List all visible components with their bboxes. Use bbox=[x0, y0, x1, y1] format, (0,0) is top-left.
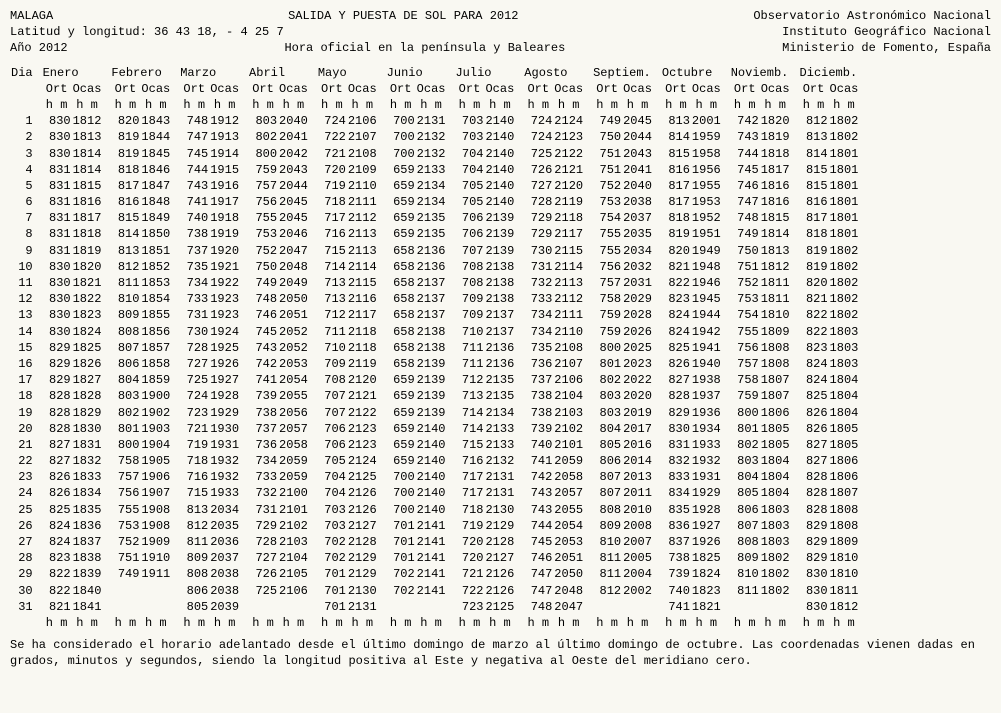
table-row: 1782918278041859725192774120547082120659… bbox=[10, 372, 859, 388]
table-row: 2382618337571906716193273320597042125700… bbox=[10, 469, 859, 485]
table-row: 1483018248081856730192474520527112118658… bbox=[10, 324, 859, 340]
table-row: 9831181981318517371920752204771521136582… bbox=[10, 243, 859, 259]
table-row: 7831181781518497401918755204571721126592… bbox=[10, 210, 859, 226]
org-line-1: Observatorio Astronómico Nacional bbox=[753, 8, 991, 24]
month-header: Mayo bbox=[317, 65, 378, 81]
footer-note: Se ha considerado el horario adelantado … bbox=[10, 637, 990, 669]
table-row: 2982218397491911808203872621057012129702… bbox=[10, 566, 859, 582]
table-row: 5831181581718477431916757204471921106592… bbox=[10, 178, 859, 194]
table-row: 2282718327581905718193273420597052124659… bbox=[10, 453, 859, 469]
city-name: MALAGA bbox=[10, 8, 53, 24]
table-row: 1183018218111853734192274920497132115658… bbox=[10, 275, 859, 291]
table-row: 2082818308011903721193073720577062123659… bbox=[10, 421, 859, 437]
month-header: Marzo bbox=[179, 65, 240, 81]
table-row: 2782418377521909811203672821037022128701… bbox=[10, 534, 859, 550]
table-row: 8831181881418507381919753204671621136592… bbox=[10, 226, 859, 242]
month-header: Agosto bbox=[523, 65, 584, 81]
table-row: 1682918268061858727192674220537092119658… bbox=[10, 356, 859, 372]
table-row: 2582518357551908813203473121017032126700… bbox=[10, 502, 859, 518]
month-header: Julio bbox=[454, 65, 515, 81]
latlon: Latitud y longitud: 36 43 18, - 4 25 7 bbox=[10, 24, 284, 40]
page-title: SALIDA Y PUESTA DE SOL PARA 2012 bbox=[53, 8, 753, 24]
table-row: 3082218408062038725210670121307022141722… bbox=[10, 583, 859, 599]
org-line-3: Ministerio de Fomento, España bbox=[782, 40, 991, 56]
header-row-1: MALAGA SALIDA Y PUESTA DE SOL PARA 2012 … bbox=[10, 8, 991, 24]
table-row: 6831181681618487411917756204571821116592… bbox=[10, 194, 859, 210]
tz-label: Hora oficial en la península y Baleares bbox=[68, 40, 783, 56]
table-row: 1882818288031900724192873920557072121659… bbox=[10, 388, 859, 404]
month-header: Octubre bbox=[661, 65, 722, 81]
header-row-2: Latitud y longitud: 36 43 18, - 4 25 7 I… bbox=[10, 24, 991, 40]
table-row: 3182118418052039701213172321257482047741… bbox=[10, 599, 859, 615]
table-row: 1830181282018437481912803204072421067002… bbox=[10, 113, 859, 129]
org-line-2: Instituto Geográfico Nacional bbox=[782, 24, 991, 40]
table-row: 2182718318001904719193173620587062123659… bbox=[10, 437, 859, 453]
month-header: Junio bbox=[386, 65, 447, 81]
month-header: Abril bbox=[248, 65, 309, 81]
header-row-3: Año 2012 Hora oficial en la península y … bbox=[10, 40, 991, 56]
table-row: 1982818298021902723192973820567072122659… bbox=[10, 405, 859, 421]
table-row: 3830181481918457451914800204272121087002… bbox=[10, 146, 859, 162]
sun-table: DiaEneroFebreroMarzoAbrilMayoJunioJulioA… bbox=[10, 65, 859, 632]
month-header: Septiem. bbox=[592, 65, 653, 81]
table-row: 1083018208121852735192175020487142114658… bbox=[10, 259, 859, 275]
table-row: 1283018228101854733192374820507132116658… bbox=[10, 291, 859, 307]
table-row: 1582918258071857728192574320527102118658… bbox=[10, 340, 859, 356]
month-header: Diciemb. bbox=[799, 65, 860, 81]
month-header: Noviemb. bbox=[730, 65, 791, 81]
table-row: 1383018238091855731192374620517122117658… bbox=[10, 307, 859, 323]
year-label: Año 2012 bbox=[10, 40, 68, 56]
table-row: 2682418367531908812203572921027032127701… bbox=[10, 518, 859, 534]
table-row: 4831181481818467441915759204372021096592… bbox=[10, 162, 859, 178]
month-header: Febrero bbox=[110, 65, 171, 81]
table-row: 2882318387511910809203772721047022129701… bbox=[10, 550, 859, 566]
month-header: Enero bbox=[42, 65, 103, 81]
table-row: 2482618347561907715193373221007042126700… bbox=[10, 485, 859, 501]
table-row: 2830181381918447471913802204172221077002… bbox=[10, 129, 859, 145]
